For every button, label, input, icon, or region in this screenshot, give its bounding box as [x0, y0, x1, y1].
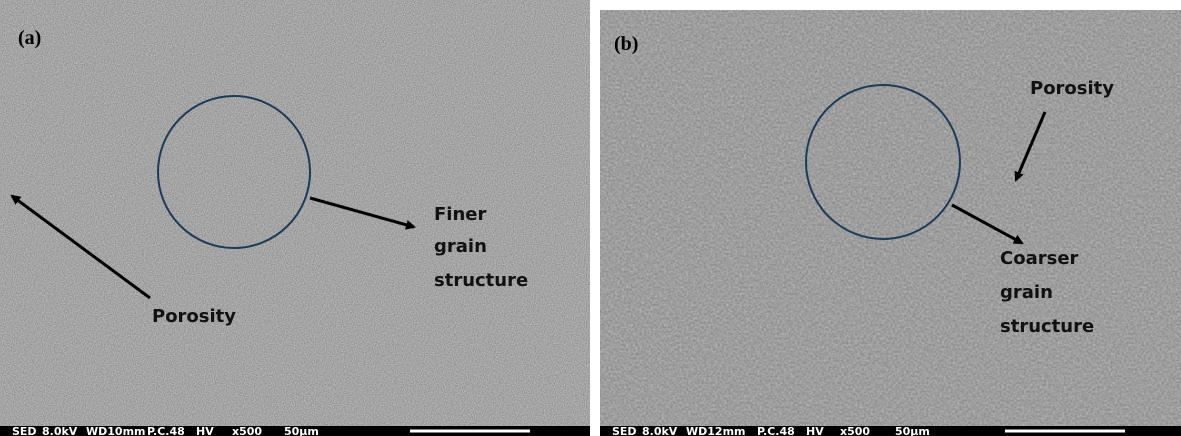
info-text: SED [612, 425, 637, 436]
info-text: 50µm [895, 425, 930, 436]
annotation: Porosity [1030, 78, 1114, 99]
panel-label: (b) [614, 33, 638, 55]
annotation: structure [1000, 316, 1094, 337]
info-text: HV [806, 425, 824, 436]
info-text: x500 [232, 425, 262, 436]
annotation: grain [434, 236, 487, 257]
texture [600, 10, 1181, 426]
panel-label: (a) [18, 27, 41, 49]
info-text: WD12mm [686, 425, 746, 436]
annotation: structure [434, 270, 528, 291]
info-text: HV [196, 425, 214, 436]
info-text: WD10mm [86, 425, 146, 436]
info-text: 50µm [284, 425, 319, 436]
info-text: P.C.48 [757, 425, 795, 436]
annotation: Porosity [152, 306, 236, 327]
annotation: Finer [434, 204, 486, 225]
info-text: 8.0kV [642, 425, 678, 436]
figure: (a) Finer grain structure Porosity (b) P… [0, 0, 1181, 436]
annotation: grain [1000, 282, 1053, 303]
annotation: Coarser [1000, 248, 1079, 269]
info-text: 8.0kV [42, 425, 78, 436]
info-text: SED [12, 425, 37, 436]
info-text: P.C.48 [147, 425, 185, 436]
info-text: x500 [840, 425, 870, 436]
panel-a: (a) Finer grain structure Porosity [0, 0, 590, 436]
texture [0, 0, 590, 426]
panel-b: (b) Porosity Coarser grain structure [600, 10, 1181, 436]
